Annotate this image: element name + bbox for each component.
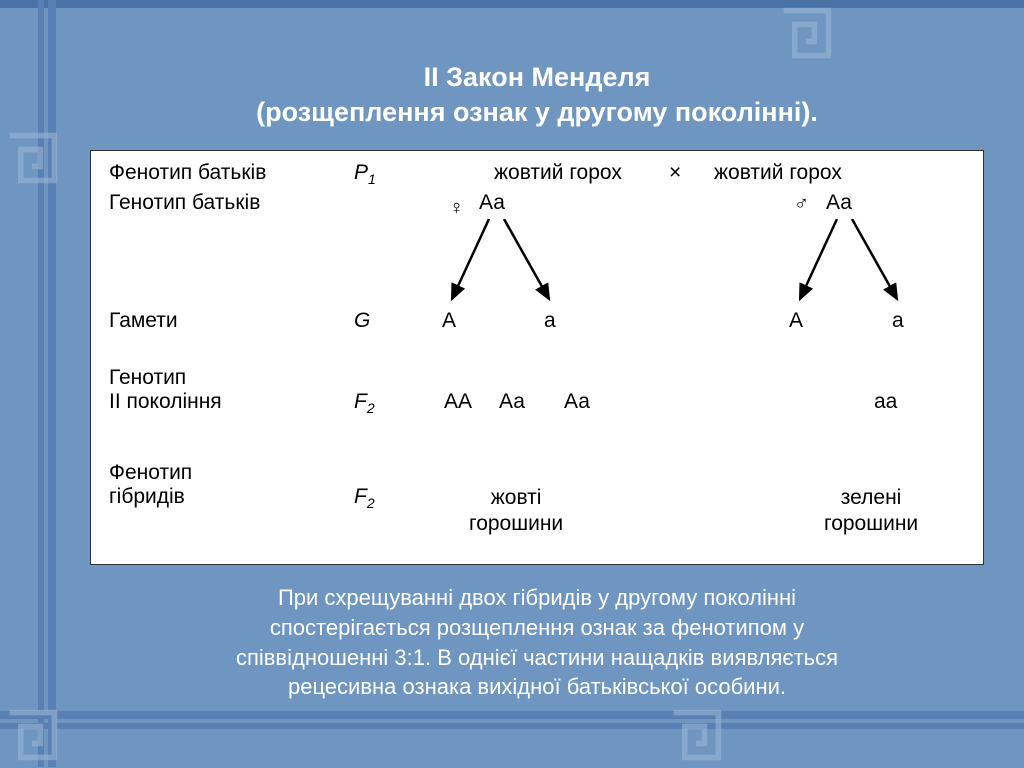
- female-sign-icon: ♀: [449, 197, 464, 220]
- phenotype-right: жовтий горох: [714, 161, 842, 185]
- male-genotype: Аа: [826, 191, 852, 215]
- label-genotype-parents: Генотип батьків: [109, 191, 354, 215]
- footer-line-4: рецесивна ознака вихідної батьківської о…: [288, 674, 786, 699]
- row-gametes: Гамети G А а А а: [109, 309, 965, 333]
- greek-motif-icon: [778, 5, 834, 61]
- symbol-p1: P1: [354, 161, 424, 187]
- value-phenotype-f2: жовті горошини зелені горошини: [424, 461, 965, 511]
- border-bottom-2: [0, 723, 1024, 729]
- title-line-1: ІІ Закон Менделя: [424, 62, 651, 92]
- value-genotype-f2: АА Аа Аа аа: [424, 366, 965, 416]
- arrows-male: [782, 219, 922, 314]
- gamete-m-1: А: [789, 309, 803, 333]
- f2-pheno-left: жовті горошини: [469, 485, 563, 538]
- f2-geno-2: Аа: [499, 390, 525, 414]
- slide-title: ІІ Закон Менделя (розщеплення ознак у др…: [90, 60, 984, 130]
- footer-text: При схрещуванні двох гібридів у другому …: [90, 583, 984, 702]
- f2-geno-4: аа: [874, 390, 897, 414]
- label-genotype-f2: Генотип ІІ покоління: [109, 366, 354, 416]
- cross-sign: ×: [669, 161, 681, 185]
- label-gametes: Гамети: [109, 309, 354, 333]
- border-top: [0, 0, 1024, 8]
- row-phenotype-f2: Фенотип гібридів F2 жовті горошини зелен…: [109, 461, 965, 511]
- gamete-f-1: А: [442, 309, 456, 333]
- footer-line-2: спостерігається розщеплення ознак за фен…: [270, 615, 804, 640]
- diagram-box: Фенотип батьків P1 жовтий горох × жовтий…: [90, 150, 984, 565]
- greek-motif-icon: [668, 707, 724, 763]
- f2-pheno-right: зелені горошини: [824, 485, 918, 538]
- f2-geno-1: АА: [444, 390, 472, 414]
- footer-line-1: При схрещуванні двох гібридів у другому …: [278, 585, 796, 610]
- border-left-1: [48, 0, 56, 767]
- border-left-2: [38, 0, 44, 767]
- value-phenotype-parents: жовтий горох × жовтий горох: [424, 161, 965, 187]
- value-genotype-parents: ♀ Аа ♂ Аа: [424, 191, 965, 215]
- label-phenotype-f2: Фенотип гібридів: [109, 461, 354, 511]
- greek-motif-icon: [4, 707, 60, 763]
- phenotype-left: жовтий горох: [494, 161, 622, 185]
- row-genotype-f2: Генотип ІІ покоління F2 АА Аа Аа аа: [109, 366, 965, 416]
- title-line-2: (розщеплення ознак у другому поколінні).: [256, 97, 818, 127]
- row-phenotype-parents: Фенотип батьків P1 жовтий горох × жовтий…: [109, 161, 965, 187]
- f2-geno-3: Аа: [564, 390, 590, 414]
- symbol-blank: [354, 191, 424, 215]
- gamete-f-2: а: [544, 309, 556, 333]
- arrows-female: [434, 219, 574, 314]
- gamete-m-2: а: [892, 309, 904, 333]
- symbol-g: G: [354, 309, 424, 333]
- female-genotype: Аа: [479, 191, 505, 215]
- symbol-f2-genotype: F2: [354, 366, 424, 416]
- slide-content: ІІ Закон Менделя (розщеплення ознак у др…: [90, 60, 984, 702]
- border-bottom-1: [0, 711, 1024, 719]
- greek-motif-icon: [4, 130, 60, 186]
- footer-line-3: співвідношенні 3:1. В однієї частини нащ…: [236, 645, 838, 670]
- row-genotype-parents: Генотип батьків ♀ Аа ♂ Аа: [109, 191, 965, 215]
- symbol-f2-phenotype: F2: [354, 461, 424, 511]
- label-phenotype-parents: Фенотип батьків: [109, 161, 354, 187]
- male-sign-icon: ♂: [794, 193, 809, 216]
- value-gametes: А а А а: [424, 309, 965, 333]
